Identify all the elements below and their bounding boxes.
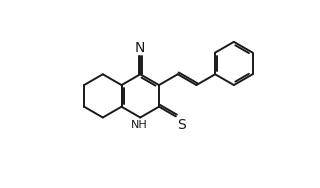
Text: N: N bbox=[135, 41, 146, 55]
Text: NH: NH bbox=[131, 120, 148, 130]
Text: S: S bbox=[177, 118, 186, 132]
